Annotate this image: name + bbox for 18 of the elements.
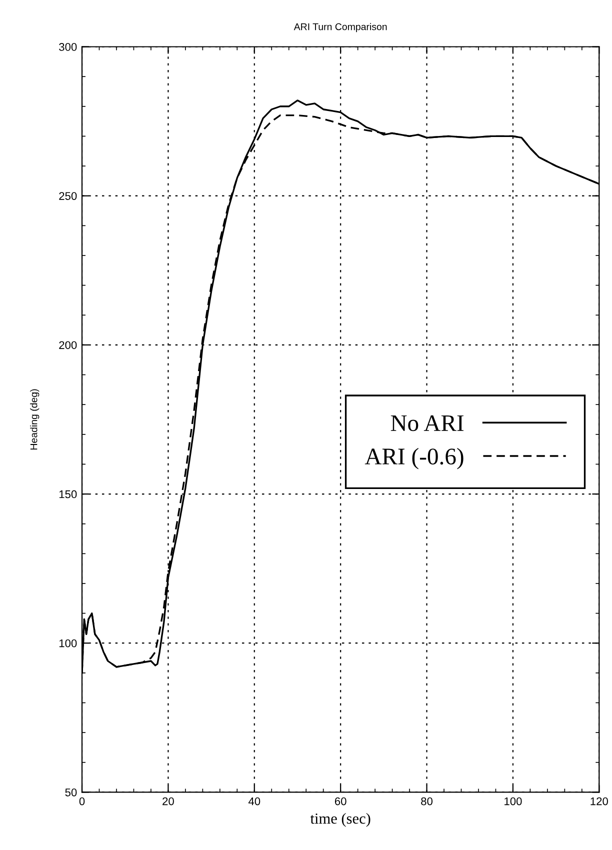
x-tick-label: 20	[162, 797, 174, 806]
x-tick-label: 120	[590, 797, 608, 806]
x-tick-label: 40	[248, 797, 260, 806]
y-axis-title: Heading (deg)	[30, 389, 40, 450]
y-tick-label: 300	[59, 43, 77, 51]
x-tick-label: 80	[421, 797, 433, 806]
x-tick-label: 100	[504, 797, 522, 806]
y-tick-label: 50	[65, 788, 77, 796]
legend-label: ARI (-0.6)	[364, 448, 464, 470]
y-tick-label: 100	[59, 639, 77, 648]
legend-label: No ARI	[390, 415, 464, 432]
x-axis-title: time (sec)	[310, 812, 370, 827]
y-tick-label: 200	[59, 341, 77, 350]
y-tick-label: 250	[59, 192, 77, 200]
x-tick-label: 60	[334, 797, 346, 806]
y-tick-label: 150	[59, 490, 77, 498]
chart-title: ARI Turn Comparison	[294, 23, 387, 32]
x-tick-label: 0	[79, 797, 85, 806]
